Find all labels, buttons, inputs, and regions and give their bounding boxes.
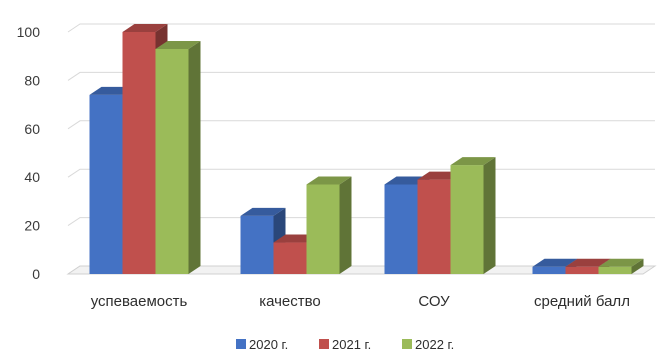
bar-front — [417, 179, 451, 274]
y-axis-ticks: 0 20 40 60 80 100 — [17, 24, 41, 282]
category-label: СОУ — [418, 293, 450, 310]
legend-item: 2021 г. — [319, 337, 371, 352]
y-tick-label: 20 — [24, 218, 40, 234]
legend-label: 2020 г. — [249, 337, 288, 352]
bar-front — [532, 266, 566, 274]
bar-top — [306, 176, 352, 185]
bar-side — [631, 258, 644, 274]
bar-top — [598, 258, 644, 267]
bar-front — [240, 215, 274, 274]
legend: 2020 г. 2021 г. 2022 г. — [236, 337, 454, 352]
category-label: качество — [259, 293, 321, 310]
y-tick-label: 40 — [24, 169, 40, 185]
bar-1-2 — [306, 176, 352, 274]
bar-3-2 — [598, 258, 644, 274]
bar-front — [273, 242, 307, 274]
y-tick-label: 0 — [32, 266, 40, 282]
bar-top — [565, 258, 611, 267]
legend-label: 2021 г. — [332, 337, 371, 352]
y-tick-label: 60 — [24, 121, 40, 137]
category-label: успеваемость — [91, 293, 188, 310]
bar-side — [339, 176, 352, 274]
gridline-80 — [67, 71, 655, 81]
bar-2-2 — [450, 157, 496, 274]
bar-top — [155, 40, 201, 49]
y-tick-label: 100 — [17, 24, 41, 40]
bars — [89, 24, 644, 274]
legend-item: 2020 г. — [236, 337, 288, 352]
bar-top — [450, 157, 496, 166]
gridline-60 — [67, 120, 655, 130]
bar-side — [188, 40, 201, 274]
bar-front — [306, 184, 340, 274]
category-label: средний балл — [534, 293, 630, 310]
bar-top — [532, 258, 578, 267]
legend-swatch — [236, 339, 246, 349]
bar-0-2 — [155, 40, 201, 274]
y-tick-label: 80 — [24, 72, 40, 88]
bar-top — [122, 24, 168, 32]
gridline-100 — [67, 23, 655, 33]
bar-front — [565, 266, 599, 274]
bar-front — [450, 165, 484, 274]
bar-front — [122, 32, 156, 274]
legend-swatch — [319, 339, 329, 349]
bar-front — [155, 48, 189, 274]
bar-side — [483, 157, 496, 274]
legend-item: 2022 г. — [402, 337, 454, 352]
x-axis-categories: успеваемость качество СОУ средний балл — [91, 293, 630, 310]
bar-top — [240, 207, 286, 216]
bar-front — [384, 184, 418, 274]
bar-front — [598, 266, 632, 274]
legend-label: 2022 г. — [415, 337, 454, 352]
bar-front — [89, 94, 123, 274]
legend-swatch — [402, 339, 412, 349]
